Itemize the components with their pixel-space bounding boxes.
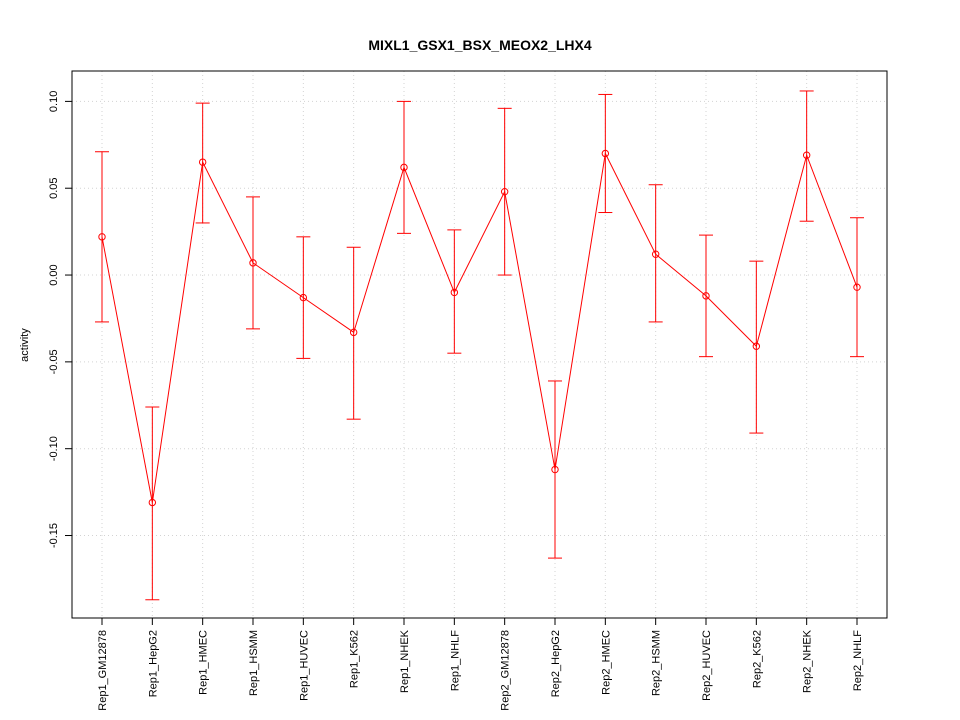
y-tick-label: -0.15 (48, 523, 60, 548)
x-tick-label: Rep2_GM12878 (500, 630, 512, 711)
x-tick-label: Rep2_HUVEC (701, 630, 713, 701)
series-marks (95, 90, 864, 601)
x-tick-label: Rep1_HepG2 (147, 630, 159, 697)
y-axis: -0.15 -0.10 -0.05 0.00 0.05 0.10 (48, 91, 73, 548)
data-point (450, 288, 459, 297)
data-point (500, 187, 509, 196)
grid (72, 71, 887, 618)
data-point (651, 250, 660, 258)
data-point (98, 233, 106, 241)
series-line (101, 151, 858, 503)
y-tick-label: 0.10 (48, 91, 60, 112)
x-axis: Rep1_GM12878 Rep1_HepG2 Rep1_HMEC Rep1_HSMM… (97, 617, 864, 711)
x-tick-label: Rep2_HMEC (600, 630, 612, 695)
x-tick-label: Rep1_HUVEC (298, 630, 310, 701)
x-tick-label: Rep2_K562 (751, 630, 763, 688)
data-point (551, 465, 559, 474)
data-point (148, 498, 157, 507)
data-point (198, 158, 207, 166)
x-tick-label: Rep2_NHLF (852, 630, 864, 691)
x-tick-label: Rep1_HMEC (198, 630, 210, 695)
x-tick-label: Rep2_HSMM (651, 630, 663, 696)
data-point (299, 293, 308, 302)
data-point (802, 151, 811, 159)
x-tick-label: Rep2_HepG2 (550, 630, 562, 697)
data-point (349, 328, 358, 337)
y-tick-label: -0.05 (48, 349, 60, 374)
data-point (249, 259, 257, 267)
data-point (702, 292, 710, 300)
data-point (853, 283, 861, 291)
y-tick-label: -0.10 (48, 436, 60, 461)
x-tick-label: Rep1_K562 (349, 630, 361, 688)
data-point (601, 149, 610, 158)
y-tick-label: 0.05 (48, 178, 60, 199)
y-axis-label: activity (19, 328, 31, 362)
chart-title: MIXL1_GSX1_BSX_MEOX2_LHX4 (368, 37, 592, 53)
x-tick-label: Rep1_HSMM (248, 630, 260, 696)
x-tick-label: Rep1_NHLF (449, 630, 461, 691)
data-point (400, 163, 408, 172)
y-tick-label: 0.00 (48, 264, 60, 285)
x-tick-label: Rep1_NHEK (399, 629, 411, 693)
x-tick-label: Rep1_GM12878 (97, 630, 109, 711)
data-point (752, 342, 761, 350)
x-tick-label: Rep2_NHEK (802, 629, 814, 693)
